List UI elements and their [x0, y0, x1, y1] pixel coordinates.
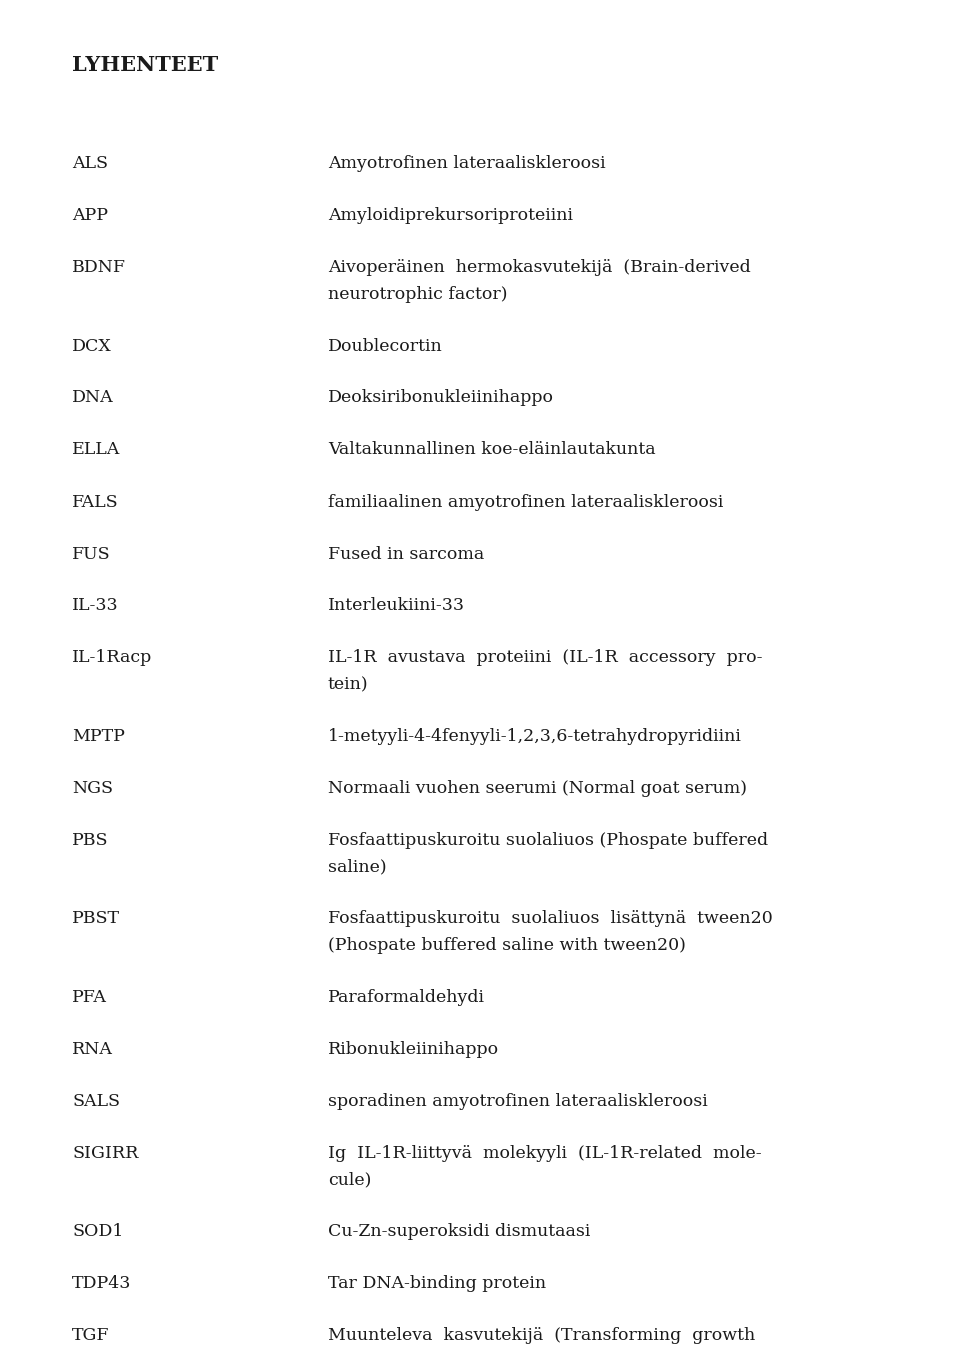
Text: Paraformaldehydi: Paraformaldehydi [328, 989, 485, 1006]
Text: Cu-Zn-superoksidi dismutaasi: Cu-Zn-superoksidi dismutaasi [328, 1224, 590, 1240]
Text: Tar DNA-binding protein: Tar DNA-binding protein [328, 1275, 546, 1293]
Text: cule): cule) [328, 1171, 372, 1189]
Text: IL-1Racp: IL-1Racp [72, 650, 153, 666]
Text: DCX: DCX [72, 337, 111, 355]
Text: Ribonukleiinihappo: Ribonukleiinihappo [328, 1041, 499, 1058]
Text: tein): tein) [328, 675, 369, 693]
Text: sporadinen amyotrofinen lateraaliskleroosi: sporadinen amyotrofinen lateraaliskleroo… [328, 1093, 708, 1109]
Text: FUS: FUS [72, 546, 110, 562]
Text: IL-33: IL-33 [72, 597, 119, 615]
Text: 1-metyyli-4-4fenyyli-1,2,3,6-tetrahydropyridiini: 1-metyyli-4-4fenyyli-1,2,3,6-tetrahydrop… [328, 728, 742, 745]
Text: ELLA: ELLA [72, 442, 120, 458]
Text: DNA: DNA [72, 390, 113, 407]
Text: familiaalinen amyotrofinen lateraaliskleroosi: familiaalinen amyotrofinen lateraaliskle… [328, 493, 724, 511]
Text: FALS: FALS [72, 493, 119, 511]
Text: Fosfaattipuskuroitu suolaliuos (Phospate buffered: Fosfaattipuskuroitu suolaliuos (Phospate… [328, 832, 768, 849]
Text: saline): saline) [328, 859, 387, 875]
Text: Fused in sarcoma: Fused in sarcoma [328, 546, 484, 562]
Text: SIGIRR: SIGIRR [72, 1144, 138, 1162]
Text: Doublecortin: Doublecortin [328, 337, 443, 355]
Text: PBST: PBST [72, 910, 120, 927]
Text: Valtakunnallinen koe-eläinlautakunta: Valtakunnallinen koe-eläinlautakunta [328, 442, 656, 458]
Text: TGF: TGF [72, 1328, 109, 1344]
Text: (Phospate buffered saline with tween20): (Phospate buffered saline with tween20) [328, 937, 685, 954]
Text: Deoksiribonukleiinihappo: Deoksiribonukleiinihappo [328, 390, 554, 407]
Text: TDP43: TDP43 [72, 1275, 132, 1293]
Text: Fosfaattipuskuroitu  suolaliuos  lisättynä  tween20: Fosfaattipuskuroitu suolaliuos lisättynä… [328, 910, 773, 927]
Text: IL-1R  avustava  proteiini  (IL-1R  accessory  pro-: IL-1R avustava proteiini (IL-1R accessor… [328, 650, 762, 666]
Text: neurotrophic factor): neurotrophic factor) [328, 286, 508, 302]
Text: PFA: PFA [72, 989, 107, 1006]
Text: SOD1: SOD1 [72, 1224, 124, 1240]
Text: Muunteleva  kasvutekijä  (Transforming  growth: Muunteleva kasvutekijä (Transforming gro… [328, 1328, 756, 1344]
Text: Normaali vuohen seerumi (Normal goat serum): Normaali vuohen seerumi (Normal goat ser… [328, 780, 747, 797]
Text: ALS: ALS [72, 155, 108, 173]
Text: Ig  IL-1R-liittyvä  molekyyli  (IL-1R-related  mole-: Ig IL-1R-liittyvä molekyyli (IL-1R-relat… [328, 1144, 761, 1162]
Text: Interleukiini-33: Interleukiini-33 [328, 597, 465, 615]
Text: LYHENTEET: LYHENTEET [72, 55, 218, 75]
Text: MPTP: MPTP [72, 728, 125, 745]
Text: RNA: RNA [72, 1041, 113, 1058]
Text: BDNF: BDNF [72, 259, 126, 276]
Text: SALS: SALS [72, 1093, 120, 1109]
Text: NGS: NGS [72, 780, 113, 797]
Text: Aivoperäinen  hermokasvutekijä  (Brain-derived: Aivoperäinen hermokasvutekijä (Brain-der… [328, 259, 751, 276]
Text: Amyloidiprekursoriproteiini: Amyloidiprekursoriproteiini [328, 208, 573, 224]
Text: Amyotrofinen lateraaliskleroosi: Amyotrofinen lateraaliskleroosi [328, 155, 606, 173]
Text: APP: APP [72, 208, 108, 224]
Text: PBS: PBS [72, 832, 108, 849]
